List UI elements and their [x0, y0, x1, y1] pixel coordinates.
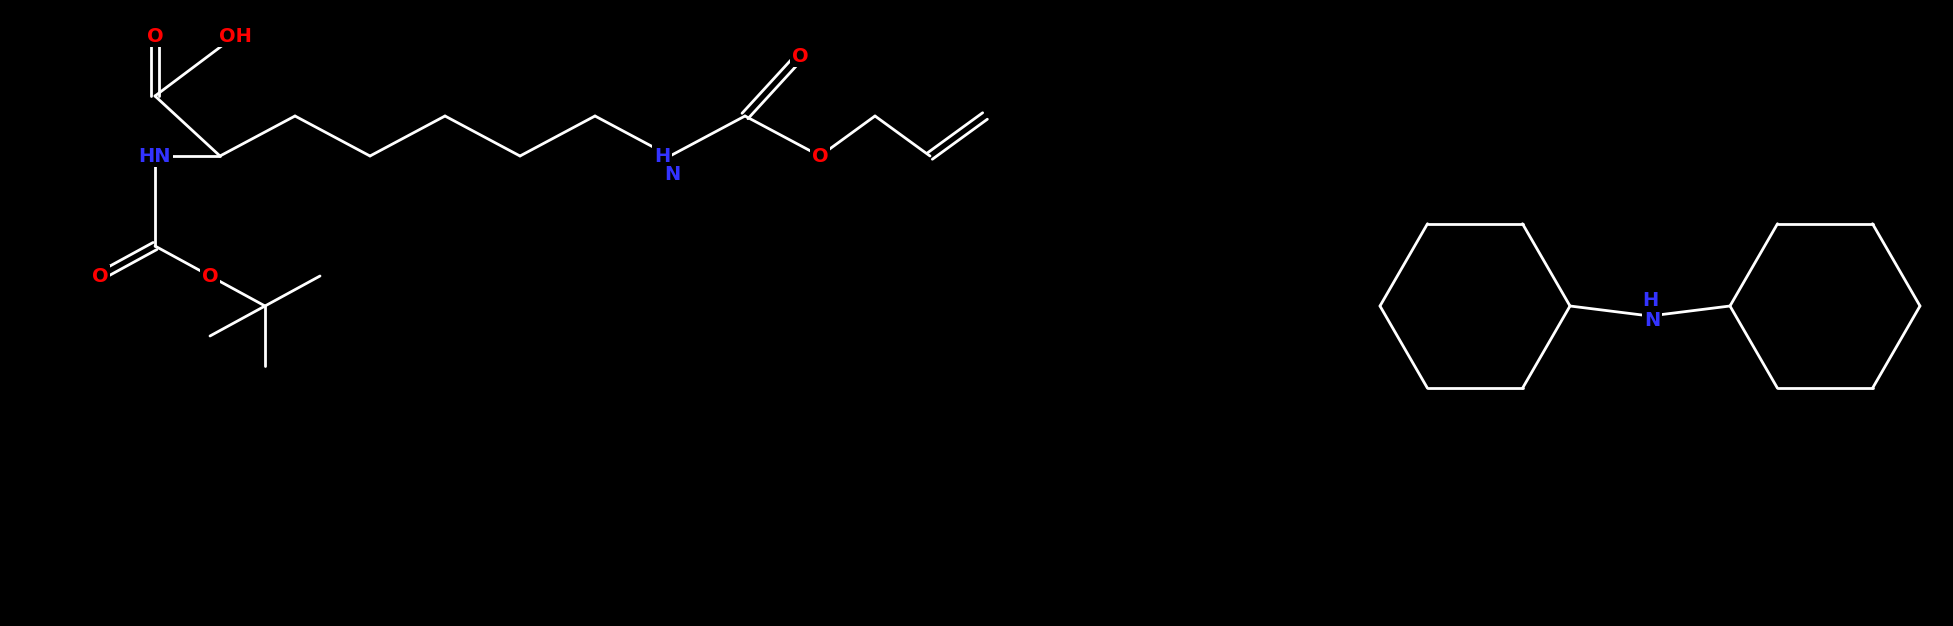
Text: N: N: [1644, 312, 1660, 331]
Text: OH: OH: [219, 26, 252, 46]
Text: O: O: [201, 267, 219, 285]
Text: N: N: [664, 165, 680, 183]
Text: O: O: [92, 267, 107, 285]
Text: O: O: [146, 26, 164, 46]
Text: HN: HN: [139, 146, 172, 165]
Text: H: H: [654, 146, 670, 165]
Text: O: O: [791, 46, 809, 66]
Text: O: O: [812, 146, 828, 165]
Text: H: H: [1642, 292, 1658, 310]
